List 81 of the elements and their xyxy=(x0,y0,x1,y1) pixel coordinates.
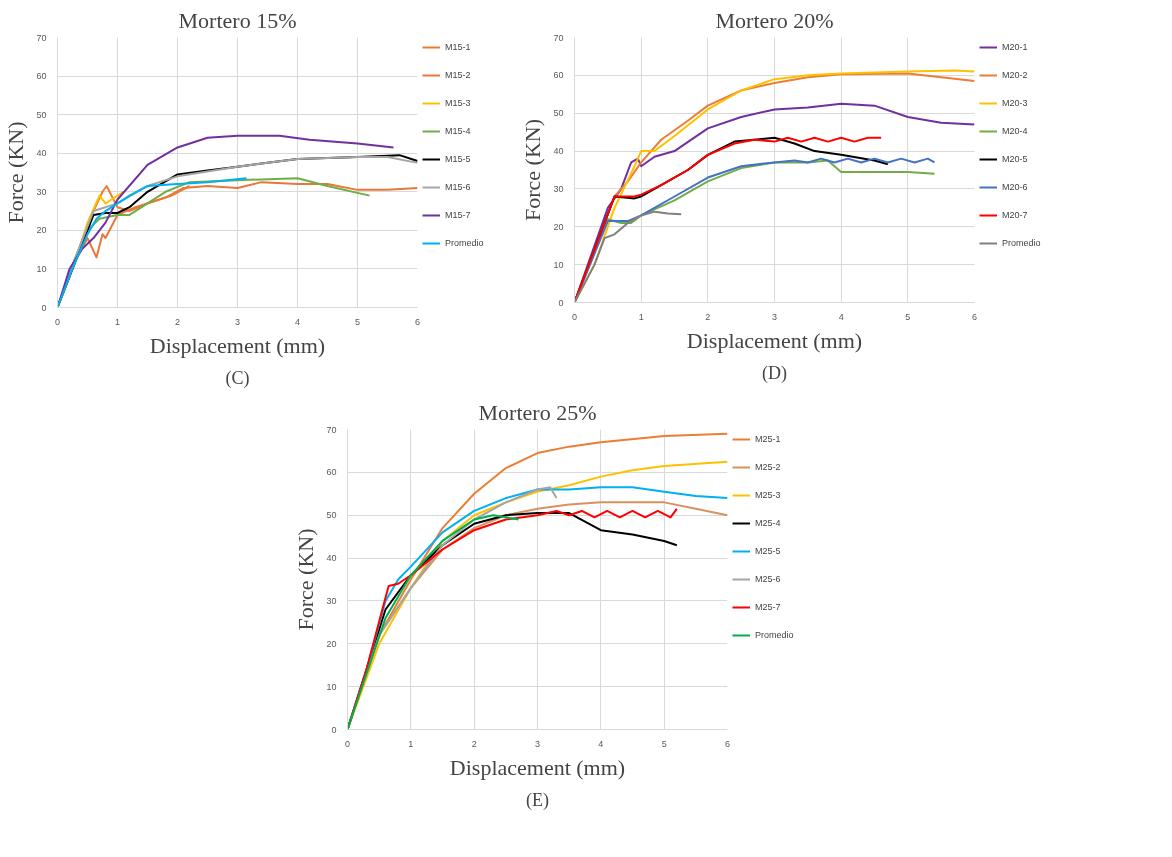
legend-label: M25-3 xyxy=(755,490,781,500)
y-tick-label: 60 xyxy=(36,71,47,82)
legend-label: M15-5 xyxy=(445,154,471,164)
y-tick-label: 10 xyxy=(553,259,564,270)
x-tick-label: 6 xyxy=(725,738,731,749)
y-tick-label: 70 xyxy=(553,32,564,43)
legend-label: M20-7 xyxy=(1002,210,1028,220)
x-tick-label: 2 xyxy=(705,311,711,322)
y-axis-title: Force (KN) xyxy=(293,528,319,631)
y-tick-label: 0 xyxy=(331,724,337,735)
x-tick-label: 1 xyxy=(115,316,121,327)
y-tick-label: 10 xyxy=(326,681,337,692)
y-tick-label: 10 xyxy=(36,263,47,274)
y-tick-label: 30 xyxy=(326,595,337,606)
x-axis-title: Displacement (mm) xyxy=(686,327,863,353)
y-tick-label: 50 xyxy=(553,108,564,119)
legend-label: M25-2 xyxy=(755,462,781,472)
y-tick-label: 60 xyxy=(326,467,337,478)
legend-label: M20-2 xyxy=(1002,70,1028,80)
legend-label: M15-7 xyxy=(445,210,471,220)
y-tick-label: 40 xyxy=(326,553,337,564)
x-tick-label: 3 xyxy=(772,311,778,322)
legend-label: M20-3 xyxy=(1002,98,1028,108)
x-tick-label: 5 xyxy=(905,311,911,322)
legend-label: M20-5 xyxy=(1002,154,1028,164)
y-tick-label: 50 xyxy=(36,109,47,120)
x-tick-label: 2 xyxy=(471,738,477,749)
x-tick-label: 6 xyxy=(972,311,978,322)
y-tick-label: 30 xyxy=(36,186,47,197)
x-axis-title: Displacement (mm) xyxy=(449,754,626,780)
y-axis-title: Force (KN) xyxy=(520,118,546,222)
x-tick-label: 1 xyxy=(408,738,414,749)
legend-label: M15-1 xyxy=(445,42,471,52)
y-tick-label: 0 xyxy=(558,297,564,308)
y-tick-label: 70 xyxy=(326,424,337,435)
y-tick-label: 50 xyxy=(326,510,337,521)
x-tick-label: 6 xyxy=(415,316,421,327)
text: (D) xyxy=(762,362,788,384)
x-tick-label: 3 xyxy=(535,738,541,749)
text: (C) xyxy=(225,367,250,389)
legend-label: M20-6 xyxy=(1002,182,1028,192)
y-tick-label: 70 xyxy=(36,32,47,43)
x-tick-label: 4 xyxy=(838,311,844,322)
x-tick-label: 5 xyxy=(355,316,361,327)
legend-label: Promedio xyxy=(1002,238,1041,248)
chart-title: Mortero 20% xyxy=(715,7,834,33)
x-tick-label: 1 xyxy=(638,311,644,322)
y-axis-title: Force (KN) xyxy=(3,121,29,224)
x-tick-label: 2 xyxy=(175,316,181,327)
legend-label: M20-4 xyxy=(1002,126,1028,136)
x-tick-label: 4 xyxy=(295,316,301,327)
legend-label: M15-6 xyxy=(445,182,471,192)
y-tick-label: 20 xyxy=(36,225,47,236)
text: (E) xyxy=(526,789,549,811)
x-tick-label: 0 xyxy=(345,738,351,749)
y-tick-label: 60 xyxy=(553,70,564,81)
legend-label: M15-3 xyxy=(445,98,471,108)
legend-label: M25-7 xyxy=(755,602,781,612)
legend-label: M25-4 xyxy=(755,518,781,528)
x-tick-label: 0 xyxy=(55,316,61,327)
legend-label: M15-4 xyxy=(445,126,471,136)
legend-label: M15-2 xyxy=(445,70,471,80)
chart-title: Mortero 25% xyxy=(478,399,597,425)
x-axis-title: Displacement (mm) xyxy=(149,332,326,358)
y-tick-label: 0 xyxy=(41,302,47,313)
legend-label: M25-1 xyxy=(755,434,781,444)
legend-label: Promedio xyxy=(445,238,484,248)
y-tick-label: 40 xyxy=(36,148,47,159)
legend-label: Promedio xyxy=(755,630,794,640)
y-tick-label: 20 xyxy=(326,638,337,649)
x-tick-label: 4 xyxy=(598,738,604,749)
y-tick-label: 20 xyxy=(553,221,564,232)
x-tick-label: 0 xyxy=(572,311,578,322)
y-tick-label: 40 xyxy=(553,146,564,157)
x-tick-label: 3 xyxy=(235,316,241,327)
x-tick-label: 5 xyxy=(661,738,667,749)
y-tick-label: 30 xyxy=(553,183,564,194)
chart-title: Mortero 15% xyxy=(178,7,297,33)
legend-label: M25-5 xyxy=(755,546,781,556)
legend-label: M20-1 xyxy=(1002,42,1028,52)
legend-label: M25-6 xyxy=(755,574,781,584)
